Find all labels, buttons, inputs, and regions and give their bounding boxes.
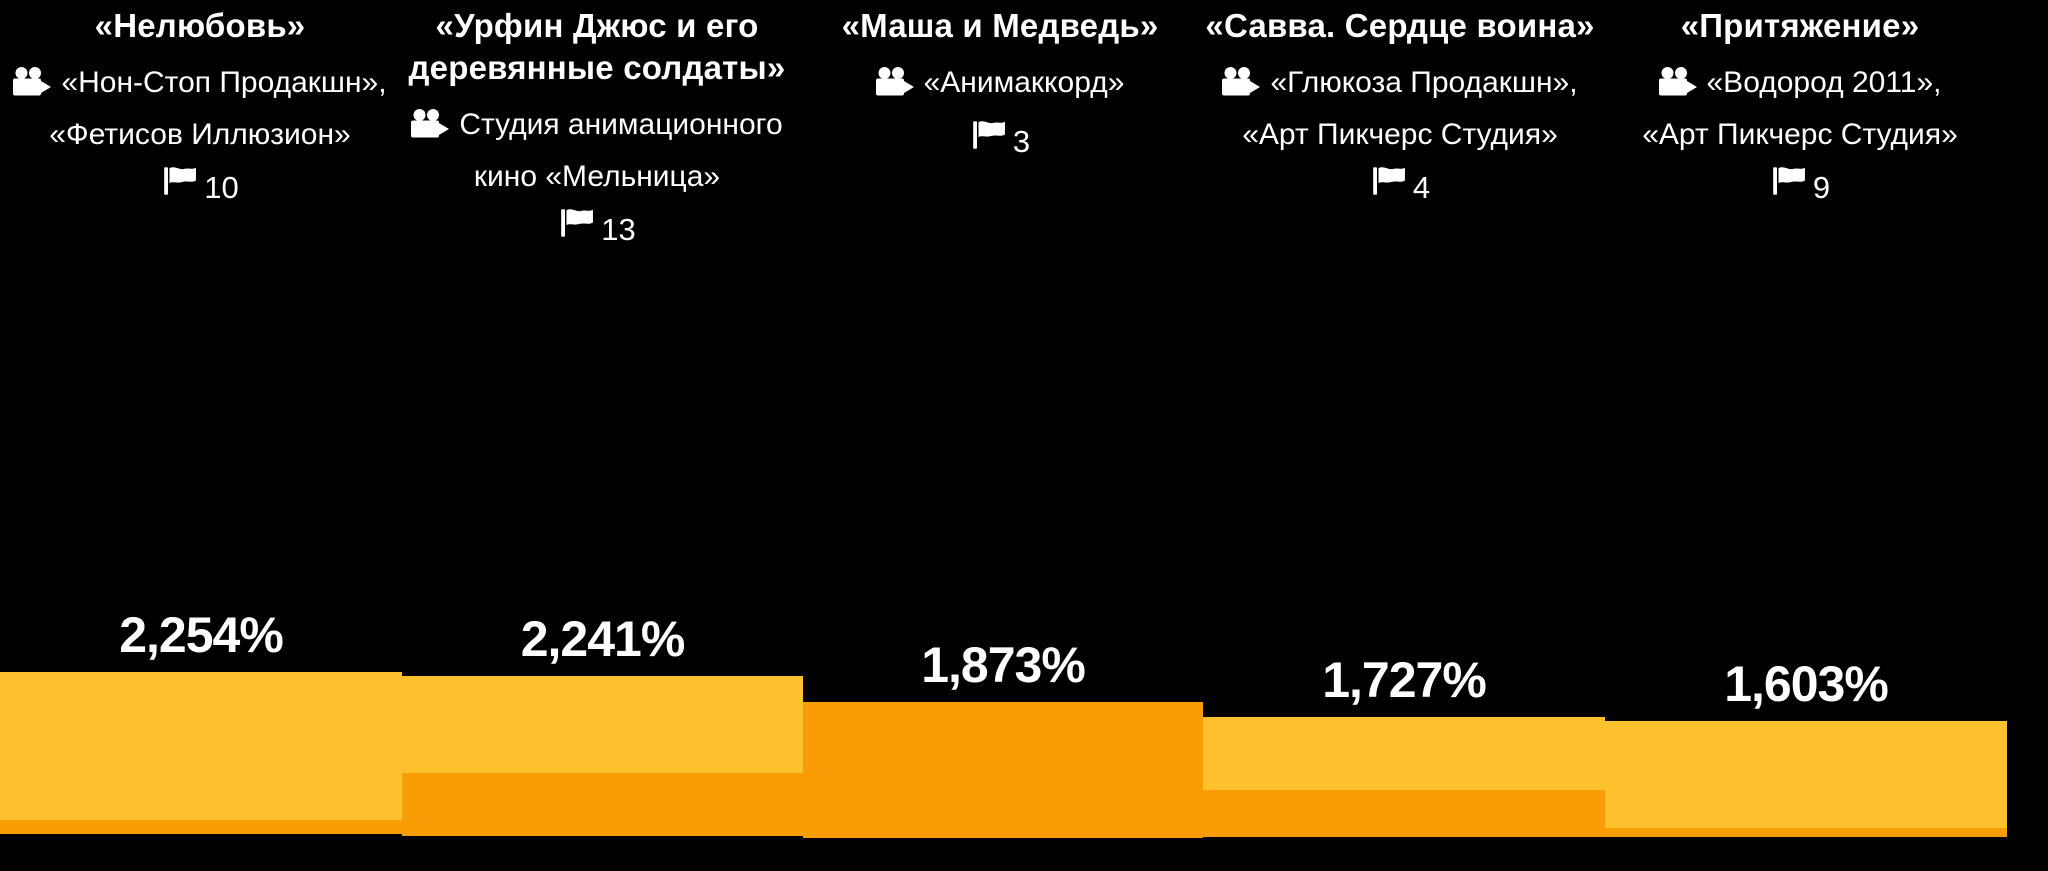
percent-label-1: 2,254% — [119, 607, 284, 663]
movie-camera-icon — [875, 67, 914, 105]
studio-line-2: «Арт Пикчерс Студия» — [1242, 118, 1558, 151]
studio-block: Студия анимационного кино «Мельница» — [387, 102, 807, 200]
film-column-5: «Притяжение» «Водород 2011», «Арт Пикчер… — [1590, 0, 2010, 203]
film-column-1: «Нелюбовь» «Нон-Стоп Продакшн», «Фетисов… — [0, 0, 410, 203]
bar-2-yellow-segment — [402, 676, 803, 773]
flag-count: 13 — [601, 212, 636, 247]
film-column-4: «Савва. Сердце воина» «Глюкоза Продакшн»… — [1190, 0, 1610, 203]
flag-count: 4 — [1412, 170, 1431, 205]
percent-label-5: 1,603% — [1724, 656, 1889, 712]
bar-1-yellow-segment — [0, 672, 402, 820]
flag-count: 9 — [1812, 170, 1831, 205]
flag-icon — [161, 164, 197, 203]
studio-line-1: «Нон-Стоп Продакшн», — [61, 66, 387, 99]
studio-line-1: Студия анимационного — [459, 108, 783, 141]
flag-count: 10 — [204, 170, 239, 205]
studio-line-1: «Водород 2011», — [1706, 66, 1942, 99]
movie-camera-icon — [13, 67, 52, 105]
movie-camera-icon — [411, 109, 450, 147]
awards-row: 4 — [1190, 167, 1610, 203]
bar-3-orange-segment — [803, 702, 1203, 838]
awards-row: 13 — [387, 209, 807, 245]
studio-block: «Глюкоза Продакшн», «Арт Пикчерс Студия» — [1190, 60, 1610, 158]
movie-camera-icon — [1222, 67, 1261, 105]
film-title: «Нелюбовь» — [94, 7, 306, 44]
bar-1-orange-segment — [0, 820, 402, 834]
awards-row: 9 — [1590, 167, 2010, 203]
flag-icon — [558, 206, 594, 245]
percent-label-3: 1,873% — [921, 637, 1086, 693]
awards-row: 10 — [0, 167, 410, 203]
studio-line-2: «Фетисов Иллюзион» — [49, 118, 351, 151]
film-title: «Урфин Джюс и его деревянные солдаты» — [408, 7, 786, 86]
film-title: «Савва. Сердце воина» — [1205, 7, 1595, 44]
bar-4-orange-segment — [1203, 790, 1605, 837]
film-title: «Маша и Медведь» — [841, 7, 1159, 44]
awards-row: 3 — [790, 121, 1210, 157]
film-column-2: «Урфин Джюс и его деревянные солдаты» Ст… — [387, 0, 807, 245]
studio-line-2: кино «Мельница» — [473, 160, 721, 193]
studio-line-1: «Анимаккорд» — [923, 66, 1125, 99]
film-column-3: «Маша и Медведь» «Анимаккорд» 3 — [790, 0, 1210, 157]
studio-block: «Водород 2011», «Арт Пикчерс Студия» — [1590, 60, 2010, 158]
studio-line-2: «Арт Пикчерс Студия» — [1642, 118, 1958, 151]
studio-line-1: «Глюкоза Продакшн», — [1270, 66, 1578, 99]
bar-5-yellow-segment — [1605, 721, 2007, 828]
studio-block: «Анимаккорд» — [790, 60, 1210, 112]
flag-icon — [1370, 164, 1406, 203]
bar-2-orange-segment — [402, 773, 803, 836]
flag-icon — [1770, 164, 1806, 203]
movie-camera-icon — [1658, 67, 1697, 105]
flag-count: 3 — [1012, 124, 1031, 159]
percent-label-4: 1,727% — [1322, 652, 1487, 708]
film-title: «Притяжение» — [1680, 7, 1920, 44]
bar-4-yellow-segment — [1203, 717, 1605, 790]
studio-block: «Нон-Стоп Продакшн», «Фетисов Иллюзион» — [0, 60, 410, 158]
percent-label-2: 2,241% — [520, 611, 686, 667]
flag-icon — [970, 118, 1006, 157]
bar-5-orange-segment — [1605, 828, 2007, 837]
